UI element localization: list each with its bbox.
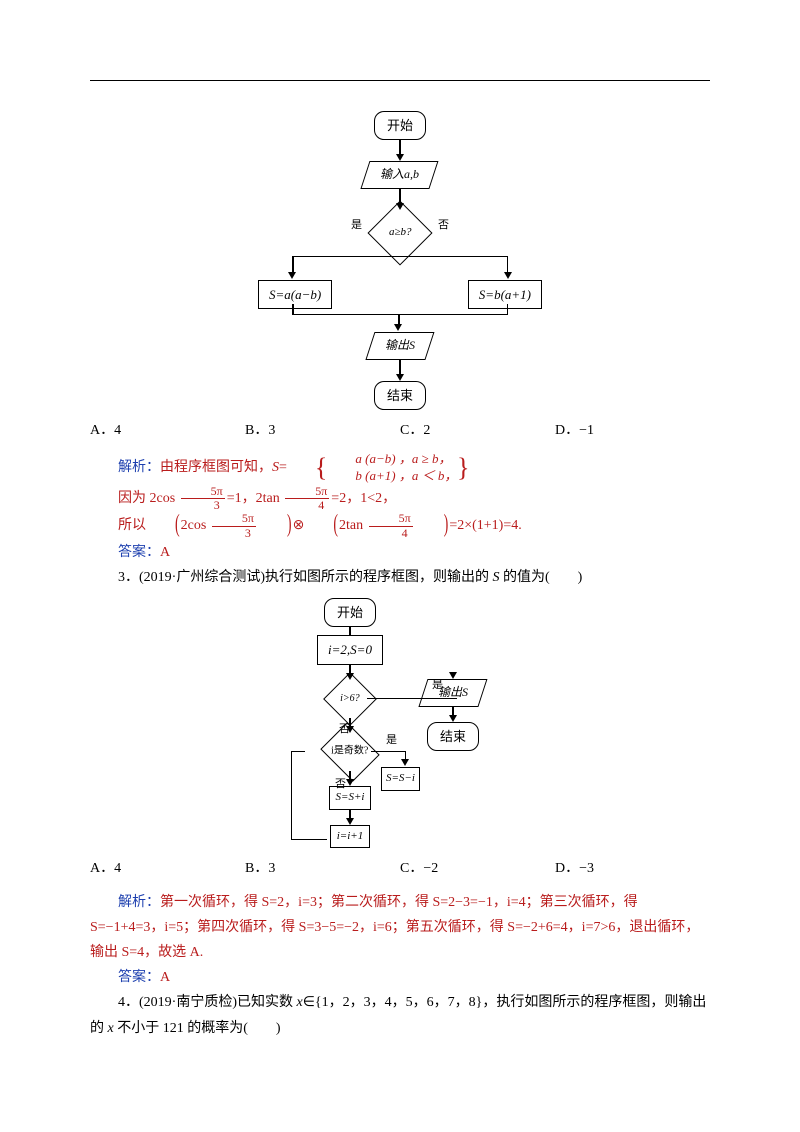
opt2-a: A．4 [90,856,245,881]
question-4: 4．(2019·南宁质检)已知实数 x∈{1，2，3，4，5，6，7，8}，执行… [90,990,710,1040]
opt-d: D．−1 [555,418,710,443]
opt2-b: B．3 [245,856,400,881]
fc2-right: S=S−i [381,767,420,791]
sol1-line3: 所以(2cos 5π3)⊗(2tan 5π4)=2×(1+1)=4. [90,512,710,539]
flowchart-1: 开始 输入a,b 是 a≥b? 否 S=a(a−b) S=b(a+1) 输出S … [90,111,710,410]
fc2-start: 开始 [324,598,376,627]
top-rule [90,80,710,81]
fc1-right: S=b(a+1) [468,280,542,309]
fc2-init: i=2,S=0 [317,635,383,664]
opt2-d: D．−3 [555,856,710,881]
solution-2: 解析：第一次循环，得 S=2，i=3；第二次循环，得 S=2−3=−1，i=4；… [90,890,710,966]
opt-a: A．4 [90,418,245,443]
fc1-input: 输入a,b [361,161,439,189]
fc2-output: 输出S [418,679,487,707]
opt-c: C．2 [400,418,555,443]
fc1-no: 否 [438,216,449,236]
fc1-start: 开始 [374,111,426,140]
fc1-yes: 是 [351,216,362,236]
fc1-output: 输出S [366,332,435,360]
answer-2: 答案：A [90,965,710,990]
fc1-end: 结束 [374,381,426,410]
opt-b: B．3 [245,418,400,443]
solution-1: 解析：由程序框图可知，S={a (a−b) ，a ≥ b，b (a+1) ，a … [90,451,710,485]
options-2: A．4 B．3 C．−2 D．−3 [90,856,710,881]
fc2-end: 结束 [427,722,479,751]
fc2-inc: i=i+1 [330,825,370,849]
sol1-line2: 因为 2cos 5π3=1，2tan 5π4=2，1<2， [90,485,710,512]
sol-label: 解析： [118,460,160,475]
question-3: 3．(2019·广州综合测试)执行如图所示的程序框图，则输出的 S 的值为( ) [90,565,710,590]
answer-1: 答案：A [90,540,710,565]
fc1-left: S=a(a−b) [258,280,332,309]
flowchart-2: 开始 i=2,S=0 i>6? 是 否 i是奇数? 是 否 S=S−i [90,598,710,848]
options-1: A．4 B．3 C．2 D．−1 [90,418,710,443]
opt2-c: C．−2 [400,856,555,881]
